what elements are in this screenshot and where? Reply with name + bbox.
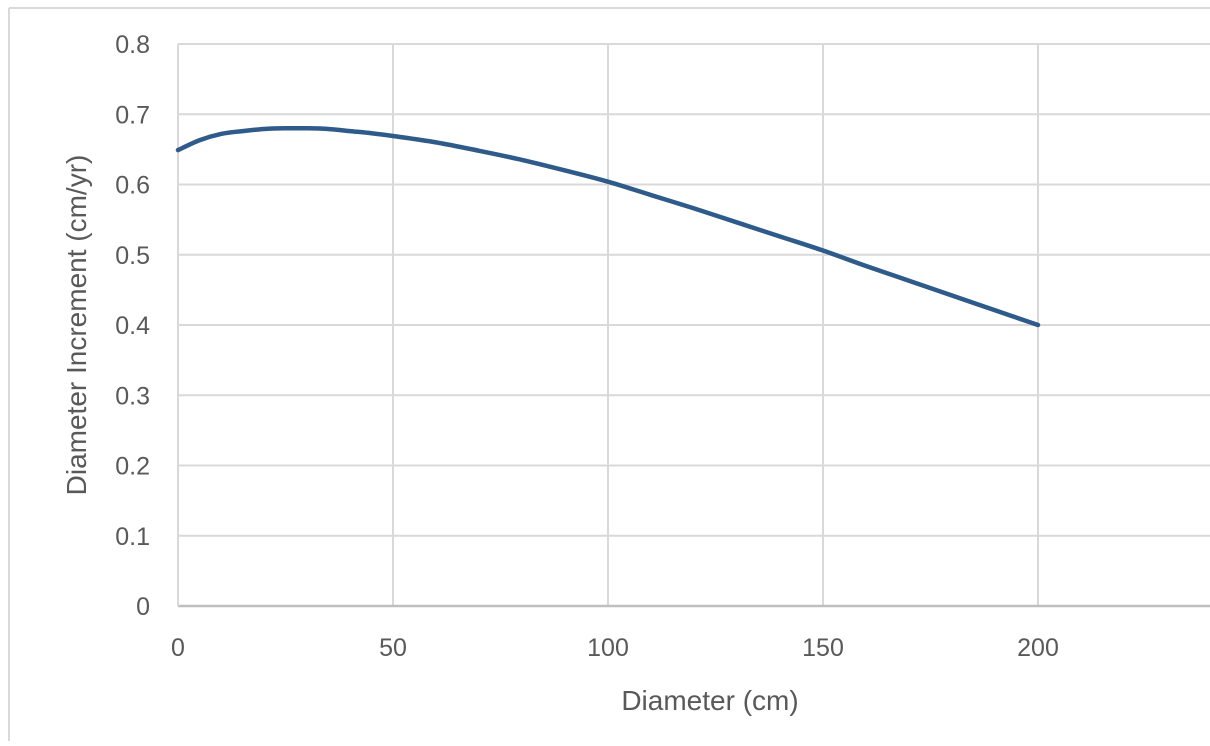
y-tick-label: 0.7 [115,101,150,129]
series-line [175,125,1041,328]
y-tick-label: 0.3 [115,382,150,410]
x-axis-title: Diameter (cm) [621,685,798,716]
y-tick-label: 0.8 [115,31,150,59]
y-tick-label: 0.2 [115,453,150,481]
axes [177,44,1210,608]
x-tick-label: 100 [587,634,629,662]
y-tick-label: 0.6 [115,172,150,200]
y-tick-label: 0.5 [115,242,150,270]
y-tick-label: 0 [136,593,150,621]
x-tick-label: 50 [379,634,407,662]
y-tick-label: 0.4 [115,312,150,340]
x-tick-label: 200 [1017,634,1059,662]
series-layer [175,125,1041,328]
x-tick-label: 150 [802,634,844,662]
y-tick-label: 0.1 [115,523,150,551]
y-axis-title: Diameter Increment (cm/yr) [61,155,92,496]
x-tick-label: 0 [171,634,185,662]
tick-labels: 0 0.1 0.2 0.3 0.4 0.5 0.6 0.7 0.8 0 50 100 150 200 [115,31,1059,662]
